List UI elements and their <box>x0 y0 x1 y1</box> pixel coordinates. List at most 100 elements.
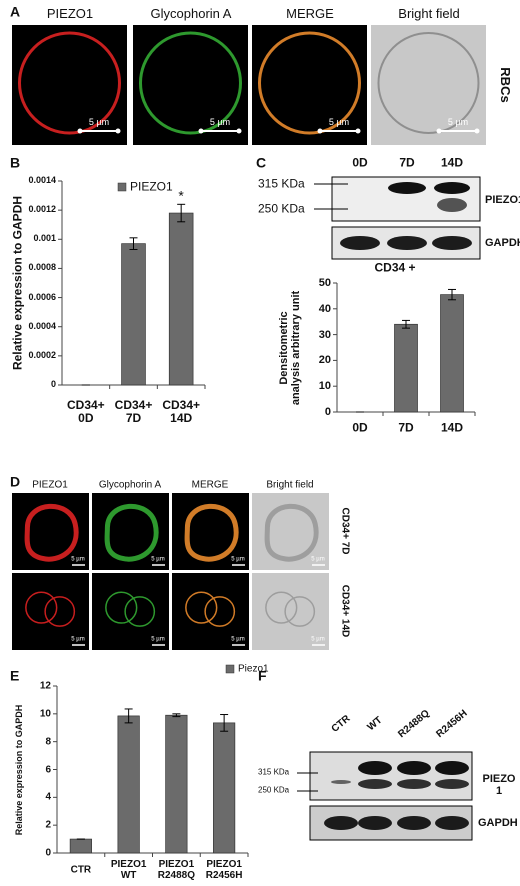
micrograph <box>172 573 249 650</box>
x-tick-label: 0D <box>352 420 368 435</box>
x-tick-label: CTR <box>70 864 92 876</box>
y-tick-label: 0.001 <box>33 233 56 244</box>
cell-membrane <box>184 503 239 562</box>
x-tick-label: PIEZO1 R2488Q <box>157 859 195 881</box>
y-tick-label: 0 <box>50 379 56 390</box>
column-header: Bright field <box>266 479 314 491</box>
cell <box>258 31 361 135</box>
scale-bar-label: 5 µm <box>209 117 231 128</box>
cell-membrane <box>264 503 319 562</box>
panel-label: B <box>10 154 21 171</box>
cell <box>264 503 319 562</box>
scale-bar-end <box>436 128 442 134</box>
column-header: Glycophorin A <box>98 479 162 491</box>
cell-membrane <box>24 503 79 562</box>
blot-band <box>358 761 392 775</box>
lane-label: 14D <box>440 155 464 170</box>
cell-membrane <box>18 31 121 135</box>
blot-band <box>397 816 431 830</box>
lane-label: 7D <box>399 155 415 170</box>
scale-bar-end <box>355 128 361 134</box>
cell-membrane <box>104 503 159 562</box>
cell-membrane <box>265 591 298 624</box>
cell <box>377 32 480 134</box>
legend-label: PIEZO1 <box>130 179 173 194</box>
scale-bar-label: 5 µm <box>71 556 85 563</box>
bar <box>440 294 464 413</box>
cell <box>18 31 121 135</box>
cell-membrane <box>44 596 76 627</box>
column-header: Glycophorin A <box>150 5 232 21</box>
scale-bar-label: 5 µm <box>328 117 350 128</box>
x-tick-label: CD34+ 7D <box>114 397 153 425</box>
blot-caption: CD34 + <box>374 260 416 275</box>
row-label: RBCs <box>498 67 514 103</box>
y-tick-label: 0 <box>45 847 51 859</box>
bar <box>117 715 140 854</box>
marker-label: 315 KDa <box>258 767 290 777</box>
y-tick-label: 0.0006 <box>28 291 56 302</box>
error-bar <box>129 237 138 250</box>
error-bar <box>172 713 181 718</box>
x-tick-label: PIEZO1 R2456H <box>205 859 243 881</box>
y-tick-label: 30 <box>318 328 331 341</box>
cell-membrane <box>185 591 218 624</box>
blot-band <box>434 182 470 194</box>
scale-bar-end <box>198 128 204 134</box>
column-header: MERGE <box>191 479 229 491</box>
blot-band <box>358 816 392 830</box>
cell-membrane <box>284 596 316 627</box>
bar <box>213 722 236 854</box>
blot-membrane <box>309 751 473 801</box>
blot-band <box>388 182 426 194</box>
y-tick-label: 50 <box>318 276 331 289</box>
error-bar <box>220 714 229 732</box>
cell-membrane <box>105 591 138 624</box>
y-tick-label: 40 <box>318 302 331 315</box>
y-tick-label: 2 <box>45 819 51 831</box>
y-tick-label: 4 <box>45 791 51 803</box>
blot-band <box>331 780 351 784</box>
column-header: MERGE <box>286 5 334 21</box>
blot-band <box>437 198 467 212</box>
x-tick-label: CD34+ 14D <box>162 397 200 425</box>
blot-band <box>435 816 469 830</box>
lane-label: 0D <box>352 155 368 170</box>
cell <box>104 503 159 562</box>
panel-label: F <box>258 667 267 684</box>
panel-label: A <box>10 3 21 20</box>
micrograph <box>133 25 248 145</box>
scale-bar-end <box>317 128 323 134</box>
bar <box>69 838 92 854</box>
band-label: GAPDH <box>478 816 518 829</box>
bar <box>168 212 194 386</box>
marker-label: 315 KDa <box>258 176 305 191</box>
band-label: GAPDH <box>485 236 520 249</box>
micrograph <box>12 573 89 650</box>
scale-bar-end <box>474 128 480 134</box>
blot-band <box>358 779 392 789</box>
scale-bar-label: 5 µm <box>231 556 245 563</box>
cell-membrane <box>377 32 480 134</box>
cell <box>24 503 79 562</box>
x-tick-label: 14D <box>440 420 464 435</box>
cell-membrane <box>25 591 58 624</box>
y-axis-label: Densitometric analysis arbitrary unit <box>277 290 302 405</box>
error-bar <box>448 288 456 301</box>
y-tick-label: 0.0014 <box>28 175 56 186</box>
legend-swatch <box>225 664 235 674</box>
scale-bar-label: 5 µm <box>231 636 245 643</box>
micrograph <box>252 25 367 145</box>
marker-label: 250 KDa <box>258 201 305 216</box>
cell <box>185 591 236 627</box>
cell <box>184 503 239 562</box>
panel-label: E <box>10 667 20 684</box>
micrograph <box>12 25 127 145</box>
y-tick-label: 0.0012 <box>28 204 56 215</box>
band-label: PIEZO1 <box>485 193 520 206</box>
scale-bar-end <box>236 128 242 134</box>
y-tick-label: 0.0008 <box>28 262 56 273</box>
scale-bar-label: 5 µm <box>71 636 85 643</box>
y-tick-label: 6 <box>45 764 51 775</box>
y-tick-label: 8 <box>45 736 51 748</box>
